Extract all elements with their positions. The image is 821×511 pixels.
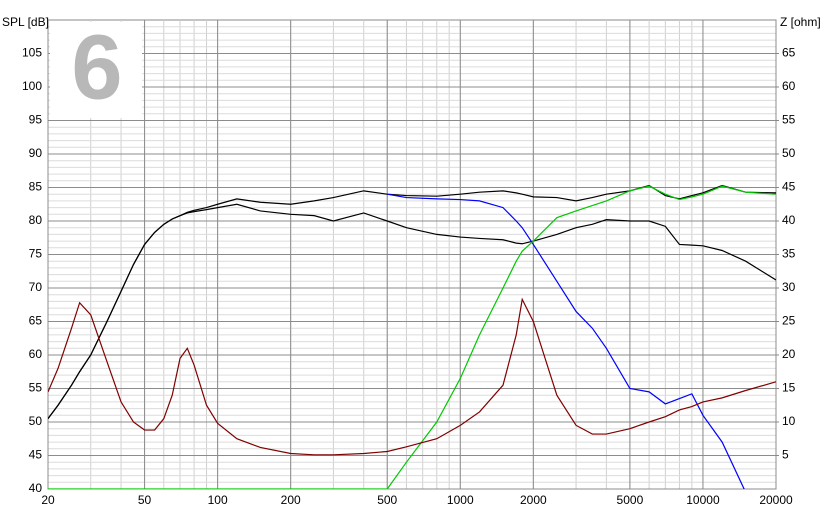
x-tick-label: 50 <box>138 493 152 507</box>
y-tick-label: 60 <box>29 347 43 361</box>
x-tick-label: 20000 <box>759 493 793 507</box>
y-tick-label: 70 <box>29 280 43 294</box>
y-tick-label: 50 <box>29 414 43 428</box>
series-line <box>48 203 776 420</box>
badge-box <box>50 22 142 118</box>
y-tick-label: 45 <box>29 448 43 462</box>
y2-tick-label: 55 <box>782 113 796 127</box>
y2-tick-label: 65 <box>782 46 796 60</box>
y-tick-label: 85 <box>29 180 43 194</box>
y2-tick-label: 20 <box>782 347 796 361</box>
y2-tick-label: 40 <box>782 213 796 227</box>
y-tick-label: 75 <box>29 247 43 261</box>
y-tick-label: 65 <box>29 314 43 328</box>
grid <box>47 20 777 490</box>
series-line <box>48 185 776 489</box>
series-line <box>48 297 776 456</box>
series-group <box>48 184 776 489</box>
series-line <box>387 193 745 489</box>
x-tick-label: 10000 <box>686 493 720 507</box>
y2-tick-label: 50 <box>782 146 796 160</box>
y2-tick-label: 10 <box>782 414 796 428</box>
x-tick-label: 200 <box>281 493 301 507</box>
y2-tick-label: 45 <box>782 180 796 194</box>
x-tick-label: 1000 <box>447 493 474 507</box>
badge: 6 <box>71 16 122 118</box>
y-tick-label: 40 <box>29 481 43 495</box>
y-tick-label: 100 <box>22 79 42 93</box>
y2-tick-label: 35 <box>782 247 796 261</box>
y-tick-label: 90 <box>29 146 43 160</box>
y-axis-label: SPL [dB] <box>2 15 49 29</box>
y-tick-label: 95 <box>29 113 43 127</box>
x-tick-label: 500 <box>377 493 397 507</box>
y-tick-label: 105 <box>22 46 42 60</box>
y-tick-label: 80 <box>29 213 43 227</box>
x-tick-label: 5000 <box>617 493 644 507</box>
y2-tick-label: 15 <box>782 381 796 395</box>
x-tick-label: 20 <box>41 493 55 507</box>
y2-tick-label: 5 <box>782 448 789 462</box>
x-tick-label: 100 <box>208 493 228 507</box>
y2-tick-label: 30 <box>782 280 796 294</box>
y2-tick-label: 25 <box>782 314 796 328</box>
x-tick-label: 2000 <box>520 493 547 507</box>
y2-axis-label: Z [ohm] <box>780 15 821 29</box>
y2-tick-label: 60 <box>782 79 796 93</box>
y-tick-label: 55 <box>29 381 43 395</box>
